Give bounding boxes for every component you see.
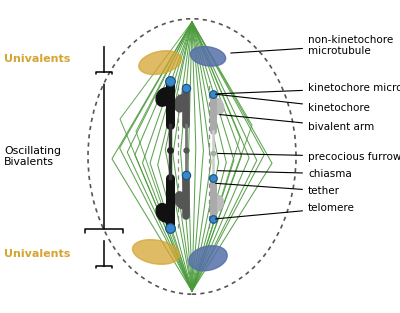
Ellipse shape bbox=[190, 47, 226, 66]
Ellipse shape bbox=[212, 98, 224, 115]
Text: non-kinetochore
microtubule: non-kinetochore microtubule bbox=[231, 34, 393, 56]
Ellipse shape bbox=[212, 196, 223, 211]
Ellipse shape bbox=[175, 192, 188, 209]
Ellipse shape bbox=[156, 204, 172, 222]
Ellipse shape bbox=[156, 88, 172, 106]
Text: tether: tether bbox=[216, 183, 340, 196]
Text: kinetochore: kinetochore bbox=[216, 94, 370, 113]
Text: bivalent arm: bivalent arm bbox=[220, 115, 374, 132]
Text: Univalents: Univalents bbox=[4, 54, 70, 64]
Text: precocious furrow: precocious furrow bbox=[218, 151, 400, 162]
Text: Oscillating
Bivalents: Oscillating Bivalents bbox=[4, 146, 61, 167]
Ellipse shape bbox=[174, 95, 188, 112]
Ellipse shape bbox=[132, 240, 180, 264]
Ellipse shape bbox=[189, 246, 227, 271]
Text: Univalents: Univalents bbox=[4, 249, 70, 259]
Text: kinetochore microtubule: kinetochore microtubule bbox=[218, 83, 400, 94]
Text: chiasma: chiasma bbox=[218, 169, 352, 179]
Ellipse shape bbox=[139, 51, 181, 74]
Text: telomere: telomere bbox=[216, 203, 355, 219]
